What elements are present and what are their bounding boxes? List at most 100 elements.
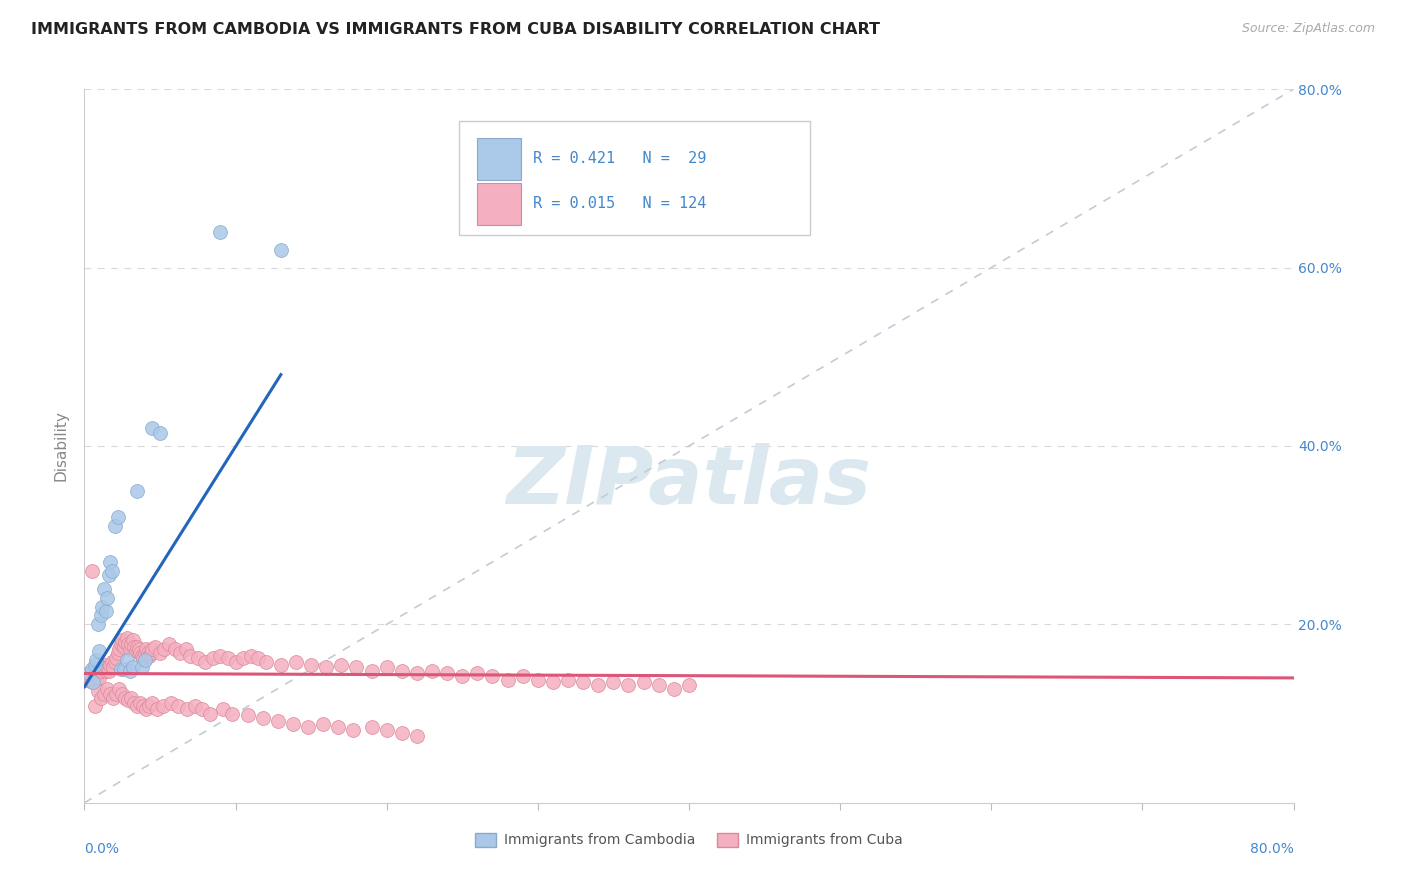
Point (588, 678, 610, 692)
Point (285, 655, 308, 669)
Point (135, 642, 157, 657)
Text: ZIPatlas: ZIPatlas (506, 442, 872, 521)
Point (165, 642, 187, 657)
Point (104, 519, 127, 533)
Point (94, 664, 117, 678)
Point (108, 642, 131, 657)
Point (86, 673, 108, 687)
Point (132, 699, 155, 714)
Point (114, 690, 136, 705)
Point (93, 657, 115, 672)
Point (117, 693, 139, 707)
Point (149, 646, 172, 660)
Point (617, 678, 640, 692)
Point (299, 657, 322, 672)
Point (662, 681, 685, 696)
Point (89, 671, 111, 685)
Point (346, 660, 368, 674)
Point (121, 660, 143, 674)
Point (100, 564, 122, 578)
Point (141, 696, 163, 710)
Point (281, 717, 304, 731)
Point (132, 651, 155, 665)
Point (96, 591, 118, 605)
Point (112, 640, 135, 654)
Text: 0.0%: 0.0% (84, 842, 120, 856)
Point (678, 678, 700, 692)
Point (136, 646, 159, 660)
Text: 80.0%: 80.0% (1250, 842, 1294, 856)
Point (122, 640, 145, 654)
Point (315, 660, 337, 674)
Point (138, 699, 160, 714)
Point (254, 655, 277, 669)
Point (149, 425, 172, 440)
Point (467, 666, 489, 681)
Point (127, 483, 149, 498)
Point (217, 651, 239, 665)
Point (101, 690, 124, 705)
Point (557, 673, 579, 687)
Point (82, 675, 104, 690)
Point (104, 655, 127, 669)
Point (406, 729, 429, 743)
Point (297, 720, 319, 734)
Point (75, 669, 97, 683)
Point (342, 723, 364, 737)
Point (77, 666, 100, 681)
Point (174, 642, 197, 657)
Point (152, 699, 174, 714)
Point (512, 669, 534, 683)
Point (375, 723, 398, 737)
Point (194, 655, 217, 669)
Point (209, 225, 232, 239)
FancyBboxPatch shape (478, 137, 520, 180)
Point (79, 671, 101, 685)
Point (96, 681, 118, 696)
Point (111, 633, 134, 648)
Point (131, 660, 153, 674)
Point (406, 666, 429, 681)
Point (110, 637, 132, 651)
Point (312, 717, 335, 731)
FancyBboxPatch shape (460, 121, 810, 235)
Point (138, 648, 160, 663)
Point (107, 510, 129, 524)
Point (112, 662, 135, 676)
Point (84, 668, 107, 682)
Point (91, 599, 114, 614)
Point (572, 675, 595, 690)
Point (80, 662, 103, 676)
Point (420, 664, 443, 678)
Point (270, 243, 292, 257)
Point (96, 660, 118, 674)
Point (121, 633, 143, 648)
Point (201, 651, 224, 665)
Point (145, 640, 167, 654)
Point (87, 684, 110, 698)
Point (110, 662, 132, 676)
Point (141, 421, 163, 435)
Text: IMMIGRANTS FROM CAMBODIA VS IMMIGRANTS FROM CUBA DISABILITY CORRELATION CHART: IMMIGRANTS FROM CAMBODIA VS IMMIGRANTS F… (31, 22, 880, 37)
Point (169, 646, 191, 660)
Point (127, 699, 149, 714)
Point (120, 637, 142, 651)
Point (97, 664, 120, 678)
Point (436, 666, 458, 681)
Point (648, 678, 671, 692)
Point (267, 714, 290, 728)
Point (97, 568, 120, 582)
Text: R = 0.015   N = 124: R = 0.015 N = 124 (533, 196, 706, 211)
Point (94, 604, 117, 618)
Point (187, 651, 209, 665)
Point (183, 699, 205, 714)
Point (118, 642, 141, 657)
Point (139, 646, 162, 660)
Point (131, 648, 153, 663)
Point (80, 564, 103, 578)
Point (89, 644, 111, 658)
Point (236, 708, 259, 723)
Point (225, 655, 247, 669)
Point (87, 617, 110, 632)
Point (212, 702, 235, 716)
